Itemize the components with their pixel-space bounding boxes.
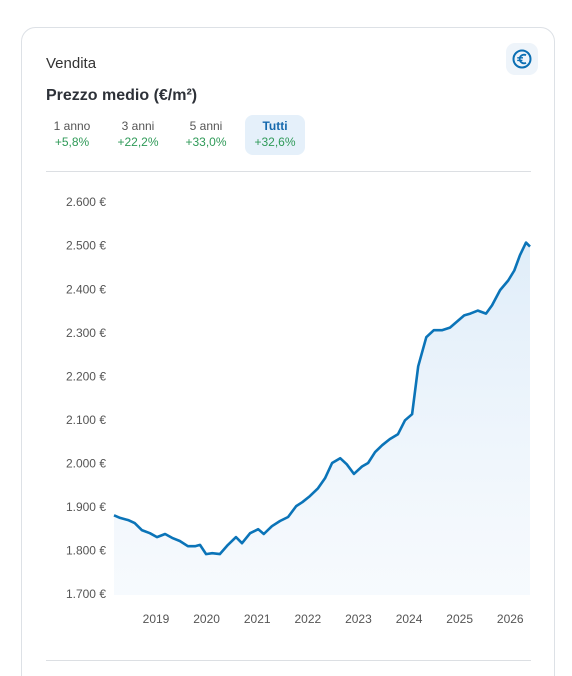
tab-change: +32,6% bbox=[254, 135, 295, 149]
currency-button[interactable] bbox=[506, 43, 538, 75]
period-tab[interactable]: Tutti +32,6% bbox=[245, 115, 305, 155]
x-tick-label: 2019 bbox=[143, 612, 170, 626]
tab-label: Tutti bbox=[262, 119, 287, 133]
y-tick-label: 2.100 € bbox=[66, 413, 106, 427]
y-tick-label: 1.800 € bbox=[66, 544, 106, 558]
y-tick-label: 2.200 € bbox=[66, 369, 106, 383]
y-tick-label: 1.900 € bbox=[66, 500, 106, 514]
period-tab[interactable]: 5 anni +33,0% bbox=[185, 119, 226, 149]
section-title: Vendita bbox=[46, 55, 97, 72]
x-tick-label: 2022 bbox=[294, 612, 321, 626]
y-tick-label: 2.300 € bbox=[66, 326, 106, 340]
tab-change: +5,8% bbox=[55, 135, 90, 149]
x-tick-label: 2023 bbox=[345, 612, 372, 626]
tab-highlight bbox=[245, 115, 305, 155]
x-tick-label: 2020 bbox=[193, 612, 220, 626]
y-tick-label: 2.600 € bbox=[66, 195, 106, 209]
x-tick-label: 2025 bbox=[446, 612, 473, 626]
period-tab[interactable]: 1 anno +5,8% bbox=[54, 119, 91, 149]
x-tick-label: 2026 bbox=[497, 612, 524, 626]
x-tick-label: 2024 bbox=[396, 612, 423, 626]
tab-change: +22,2% bbox=[117, 135, 158, 149]
tab-label: 1 anno bbox=[54, 119, 91, 133]
chart-title: Prezzo medio (€/m²) bbox=[46, 87, 197, 104]
x-tick-label: 2021 bbox=[244, 612, 271, 626]
period-tab[interactable]: 3 anni +22,2% bbox=[117, 119, 158, 149]
tab-label: 3 anni bbox=[122, 119, 155, 133]
tab-label: 5 anni bbox=[190, 119, 223, 133]
y-tick-label: 1.700 € bbox=[66, 587, 106, 601]
tab-change: +33,0% bbox=[185, 135, 226, 149]
y-tick-label: 2.400 € bbox=[66, 282, 106, 296]
price-line bbox=[113, 241, 531, 556]
y-tick-label: 2.000 € bbox=[66, 457, 106, 471]
y-tick-label: 2.500 € bbox=[66, 239, 106, 253]
area-fill bbox=[114, 242, 530, 595]
